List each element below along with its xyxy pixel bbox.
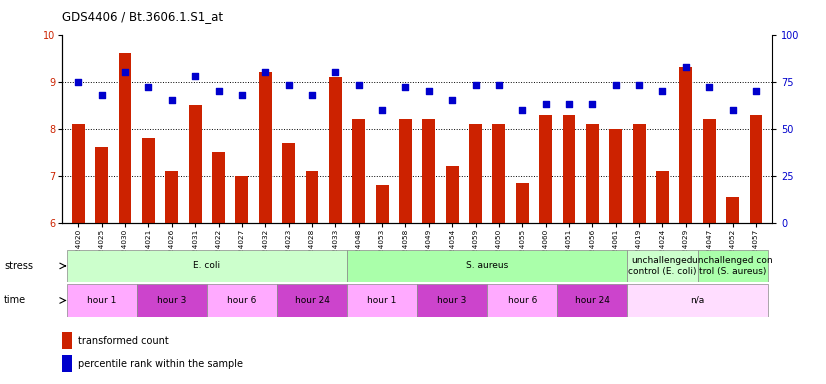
Bar [165,171,178,223]
Point [679,63,692,70]
Bar [628,284,767,317]
Point [188,73,202,79]
Bar [212,152,225,223]
Point [422,88,435,94]
Bar [306,171,318,223]
Text: E. coli: E. coli [193,262,221,270]
Text: n/a: n/a [691,296,705,305]
Bar [282,143,295,223]
Point [445,98,458,104]
Point [726,107,739,113]
Point [72,79,85,85]
Text: time: time [4,295,26,306]
Bar [329,77,342,223]
Point [329,69,342,75]
Bar [703,119,715,223]
Bar [352,119,365,223]
Bar [656,171,669,223]
Bar [563,114,576,223]
Text: hour 3: hour 3 [157,296,187,305]
Bar [119,53,131,223]
Bar [417,284,487,317]
Bar [67,284,137,317]
Bar [726,197,739,223]
Bar [376,185,388,223]
Text: hour 24: hour 24 [575,296,610,305]
Point [118,69,131,75]
Bar [516,183,529,223]
Text: unchallenged
control (E. coli): unchallenged control (E. coli) [629,256,697,276]
Bar [206,284,277,317]
Point [399,84,412,90]
Bar [558,284,628,317]
Point [749,88,762,94]
Bar [749,114,762,223]
Point [609,82,622,88]
Point [165,98,178,104]
Point [282,82,295,88]
Point [259,69,272,75]
Point [376,107,389,113]
Bar [347,250,628,282]
Point [142,84,155,90]
Bar [137,284,206,317]
Bar [399,119,412,223]
Point [539,101,553,107]
Text: hour 3: hour 3 [438,296,467,305]
Point [212,88,225,94]
Point [352,82,365,88]
Point [515,107,529,113]
Point [235,92,249,98]
Text: stress: stress [4,261,33,271]
Bar [67,250,347,282]
Bar [347,284,417,317]
Bar [422,119,435,223]
Point [586,101,599,107]
Point [95,92,108,98]
Bar [259,72,272,223]
Bar [492,124,506,223]
Point [703,84,716,90]
Text: GDS4406 / Bt.3606.1.S1_at: GDS4406 / Bt.3606.1.S1_at [62,10,223,23]
Text: hour 6: hour 6 [227,296,257,305]
Text: hour 1: hour 1 [368,296,396,305]
Text: hour 6: hour 6 [508,296,537,305]
Bar [142,138,154,223]
Text: hour 24: hour 24 [295,296,330,305]
Text: hour 1: hour 1 [87,296,116,305]
Text: unchallenged con
trol (S. aureus): unchallenged con trol (S. aureus) [692,256,773,276]
Bar [95,147,108,223]
Point [563,101,576,107]
Bar [610,129,622,223]
Text: transformed count: transformed count [78,336,169,346]
Bar [633,124,646,223]
Bar [628,250,697,282]
Bar [235,176,249,223]
Bar [586,124,599,223]
Bar [680,68,692,223]
Bar [469,124,482,223]
Bar [539,114,552,223]
Bar [487,284,558,317]
Bar [277,284,347,317]
Point [306,92,319,98]
Bar [446,166,458,223]
Point [492,82,506,88]
Text: percentile rank within the sample: percentile rank within the sample [78,359,244,369]
Point [656,88,669,94]
Bar [697,250,767,282]
Bar [188,105,202,223]
Bar [72,124,85,223]
Point [633,82,646,88]
Point [469,82,482,88]
Text: S. aureus: S. aureus [466,262,508,270]
